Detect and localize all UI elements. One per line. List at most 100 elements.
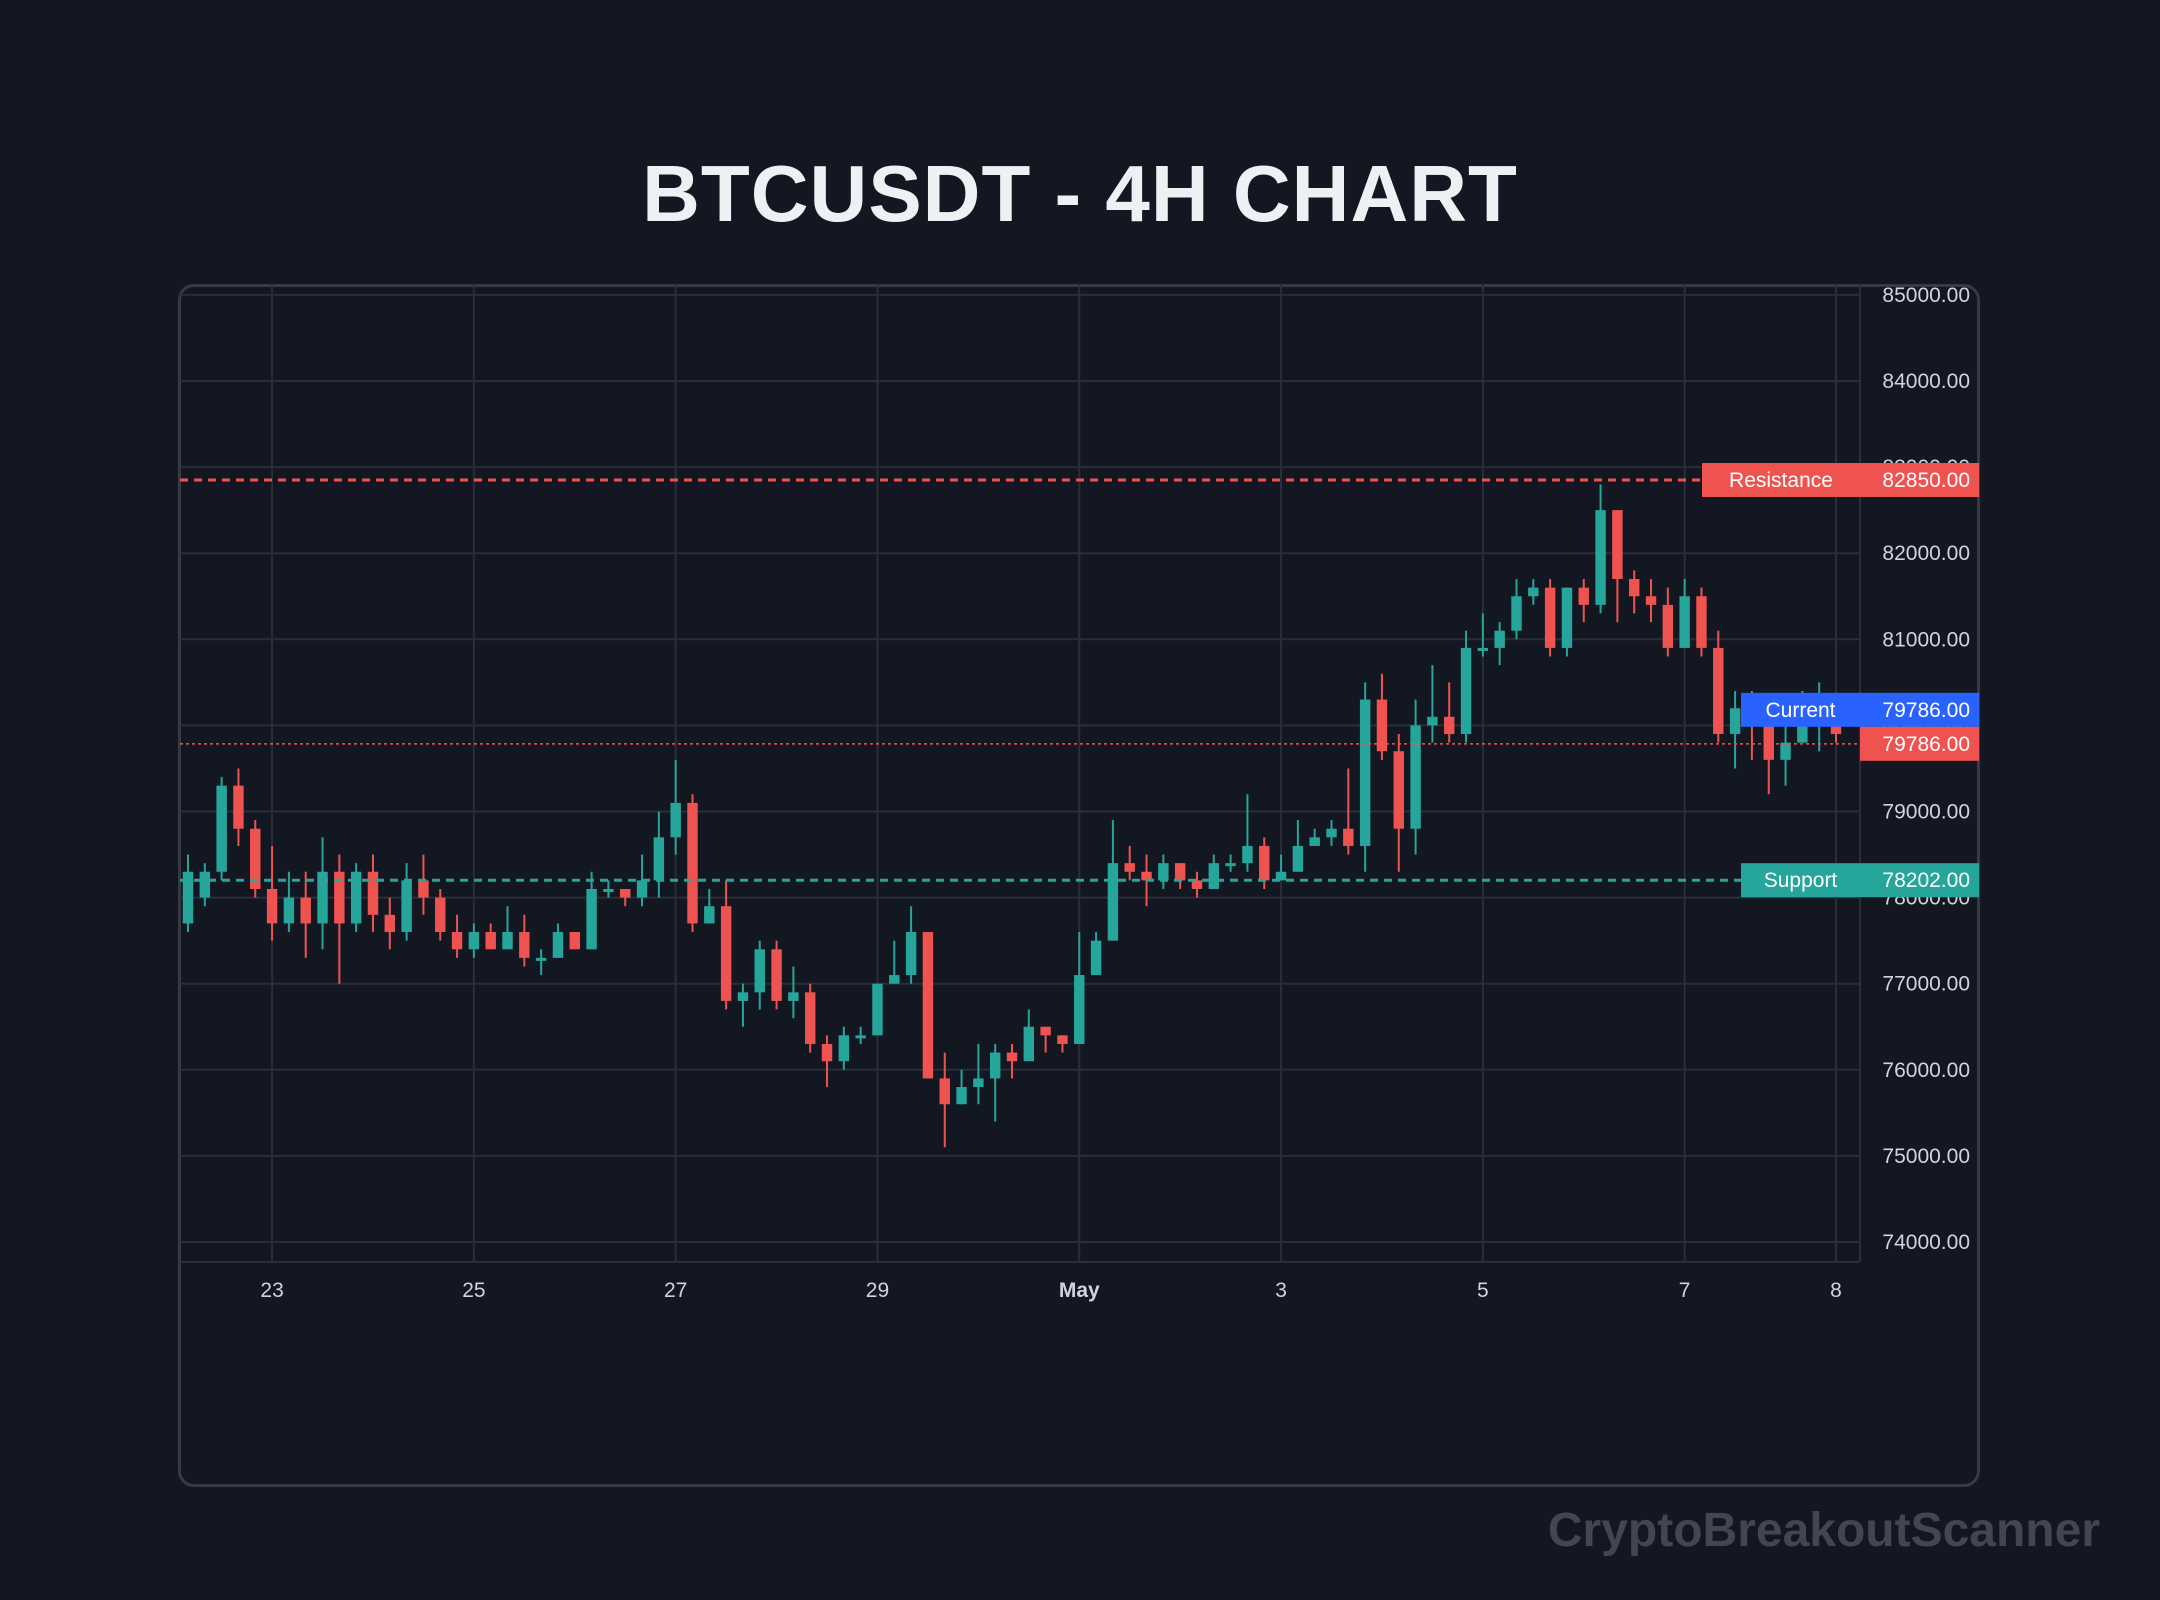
candle-body [889,975,900,984]
candle-body [519,932,530,958]
candle-body [233,785,244,829]
last-price-label: 79786.00 [1882,733,1970,756]
support-price-tag [1860,863,1979,898]
candle-body [216,785,227,872]
candle-body [1191,880,1203,889]
y-tick-label: 85000.00 [1882,284,1970,307]
candle-body [418,880,429,898]
current-price-tag [1860,692,1979,727]
candle-body [1074,975,1085,1044]
current-tag [1741,692,1860,727]
candle-body [1628,579,1640,597]
candle-body [1494,630,1505,648]
candle-body [1141,871,1152,881]
candle-body [552,932,564,958]
candle-body [350,871,362,924]
candle-body [922,932,934,1079]
y-tick-label: 81000.00 [1882,628,1970,651]
candle-body [367,871,379,915]
candle-body [1595,510,1606,605]
candle-body [1275,871,1287,881]
candle-body [1511,596,1522,631]
candle-body [771,949,782,1001]
candle-body [1107,863,1119,941]
candle-body [300,897,311,924]
last-price-tag [1860,726,1979,761]
candle-body [1376,699,1388,752]
candle-body [603,888,614,892]
candle-body [989,1052,1001,1079]
candle-body [905,932,917,976]
candle-body [720,906,732,1001]
candle-body [1427,716,1438,726]
candle-body [283,897,295,924]
candle-body [1444,716,1455,735]
candle-body [1578,587,1589,605]
candle-body [435,897,446,933]
resistance-price-label: 82850.00 [1882,469,1970,492]
candle-body [939,1078,950,1105]
y-tick-label: 79000.00 [1882,801,1970,824]
y-tick-label: 82000.00 [1882,542,1970,565]
resistance-label: Resistance [1729,469,1833,492]
x-tick-label: May [1059,1279,1100,1302]
candle-body [1780,742,1791,760]
candle-body [1090,940,1102,976]
candle-body [872,983,883,1036]
resistance-tag [1702,463,1860,498]
candle-body [1006,1052,1018,1062]
x-tick-label: 29 [866,1279,889,1302]
y-tick-label: 77000.00 [1882,973,1970,996]
candle-body [1561,587,1573,648]
candle-body [636,880,648,898]
y-tick-label: 74000.00 [1882,1231,1970,1254]
candle-body [788,992,799,1001]
candle-body [586,888,597,950]
candle-body [1713,647,1724,735]
candle-body [401,880,412,933]
candle-body [1242,845,1253,864]
x-tick-label: 23 [260,1279,283,1302]
candle-body [1679,596,1690,648]
candle-body [182,871,194,924]
support-label: Support [1764,869,1838,892]
candle-body [855,1035,866,1039]
candle-body [956,1087,967,1105]
candle-body [468,932,480,950]
candle-body [1208,863,1220,889]
candle-body [838,1035,850,1062]
current-price-label: 79786.00 [1882,699,1970,722]
candle-body [653,837,665,881]
watermark: CryptoBreakoutScanner [1547,1504,2100,1557]
y-tick-label: 76000.00 [1882,1059,1970,1082]
candle-body [1612,510,1623,580]
candle-body [973,1078,984,1088]
candle-body [1309,837,1320,846]
candle-body [1410,725,1421,829]
candle-body [485,932,496,950]
x-tick-label: 25 [462,1279,485,1302]
candle-body [1326,828,1337,838]
candle-body [1393,751,1404,829]
support-tag [1741,863,1860,898]
candle-body [199,871,211,898]
candle-body [1359,699,1371,846]
candle-body [250,828,261,889]
x-tick-label: 8 [1830,1279,1842,1302]
candle-body [1174,863,1186,881]
candle-body [1763,716,1774,760]
candle-body [384,914,396,933]
candle-body [1544,587,1556,648]
candle-body [687,802,698,924]
candle-body [502,932,513,950]
candle-body [1477,647,1489,651]
candle-body [1343,828,1354,846]
candle-body [1292,845,1304,872]
candle-body [1645,596,1657,605]
candle-body [535,957,547,961]
candle-body [754,949,765,993]
candle-body [670,802,681,838]
y-tick-label: 75000.00 [1882,1145,1970,1168]
x-tick-label: 5 [1477,1279,1489,1302]
